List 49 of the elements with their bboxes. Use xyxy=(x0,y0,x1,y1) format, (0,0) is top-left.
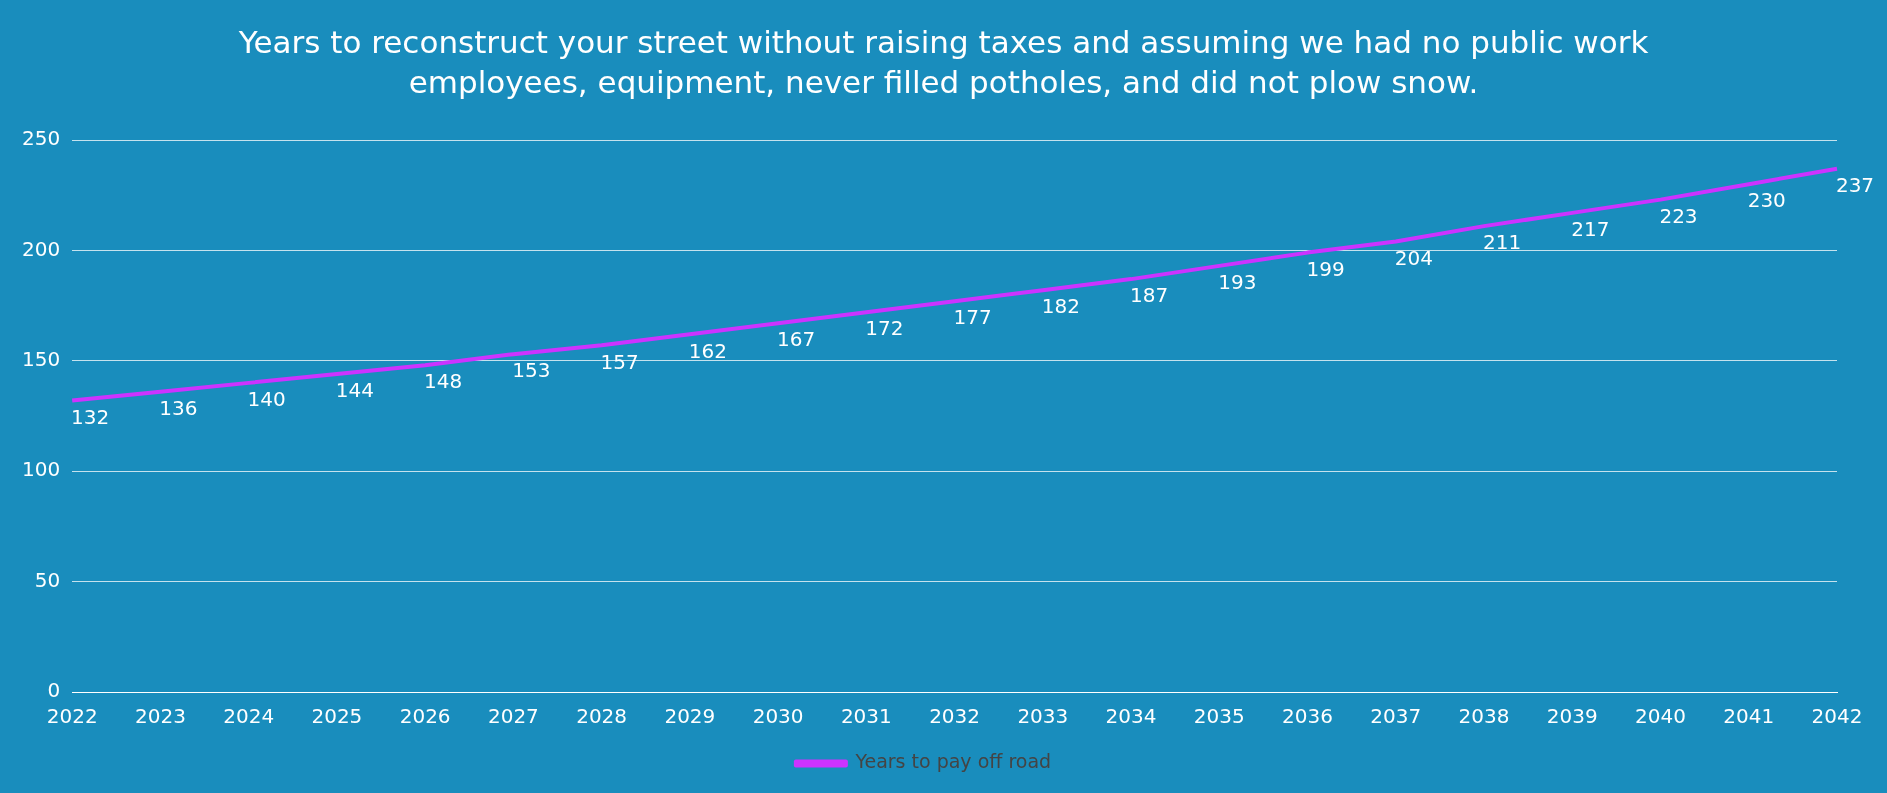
data-label: 153 xyxy=(512,358,551,383)
legend-label: Years to pay off road xyxy=(854,750,1052,773)
x-tick-label: 2026 xyxy=(399,704,451,729)
x-tick-label: 2033 xyxy=(1017,704,1069,729)
data-label: 162 xyxy=(688,338,727,363)
data-label: 223 xyxy=(1659,203,1698,228)
x-tick-label: 2025 xyxy=(311,704,363,729)
data-label: 187 xyxy=(1129,283,1169,308)
x-tick-label: 2039 xyxy=(1546,704,1598,729)
y-tick-label: 150 xyxy=(21,347,61,371)
data-label: 148 xyxy=(424,369,463,394)
x-tick-label: 2031 xyxy=(840,704,892,729)
x-tick-label: 2038 xyxy=(1458,704,1510,729)
data-label: 172 xyxy=(865,316,904,341)
data-label: 144 xyxy=(335,378,374,403)
y-tick-label: 200 xyxy=(21,236,61,261)
data-label: 136 xyxy=(159,395,198,420)
data-label: 237 xyxy=(1835,172,1875,197)
x-tick-label: 2022 xyxy=(46,704,98,729)
data-label: 204 xyxy=(1394,245,1433,270)
data-label: 193 xyxy=(1218,270,1257,295)
x-tick-label: 2041 xyxy=(1723,704,1775,729)
data-label: 132 xyxy=(71,404,110,429)
x-tick-label: 2040 xyxy=(1635,704,1686,729)
x-tick-label: 2034 xyxy=(1105,704,1157,729)
x-tick-label: 2042 xyxy=(1811,704,1863,729)
data-label: 230 xyxy=(1747,188,1786,213)
data-label: 167 xyxy=(777,327,816,352)
data-label: 211 xyxy=(1482,230,1522,255)
x-tick-label: 2024 xyxy=(223,704,275,729)
data-label: 217 xyxy=(1571,217,1610,242)
data-label: 140 xyxy=(247,387,286,412)
y-tick-label: 50 xyxy=(34,567,61,592)
y-tick-label: 0 xyxy=(47,678,61,703)
x-tick-label: 2028 xyxy=(576,704,628,729)
x-tick-label: 2030 xyxy=(752,704,804,729)
x-tick-label: 2029 xyxy=(664,704,716,729)
x-tick-label: 2037 xyxy=(1370,704,1422,729)
data-label: 182 xyxy=(1041,294,1080,319)
x-tick-label: 2036 xyxy=(1282,704,1334,729)
y-tick-label: 250 xyxy=(21,126,61,151)
chart-title: Years to reconstruct your street without raising taxes and assuming we had no public work employees, equipment, never filled potholes, and did not plow snow. xyxy=(237,23,1650,102)
x-tick-label: 2032 xyxy=(929,704,981,729)
x-tick-label: 2027 xyxy=(487,704,539,729)
x-tick-label: 2035 xyxy=(1193,704,1245,729)
y-tick-label: 100 xyxy=(21,457,61,482)
data-label: 199 xyxy=(1306,256,1345,281)
data-label: 177 xyxy=(953,305,992,330)
x-tick-label: 2023 xyxy=(134,704,186,729)
